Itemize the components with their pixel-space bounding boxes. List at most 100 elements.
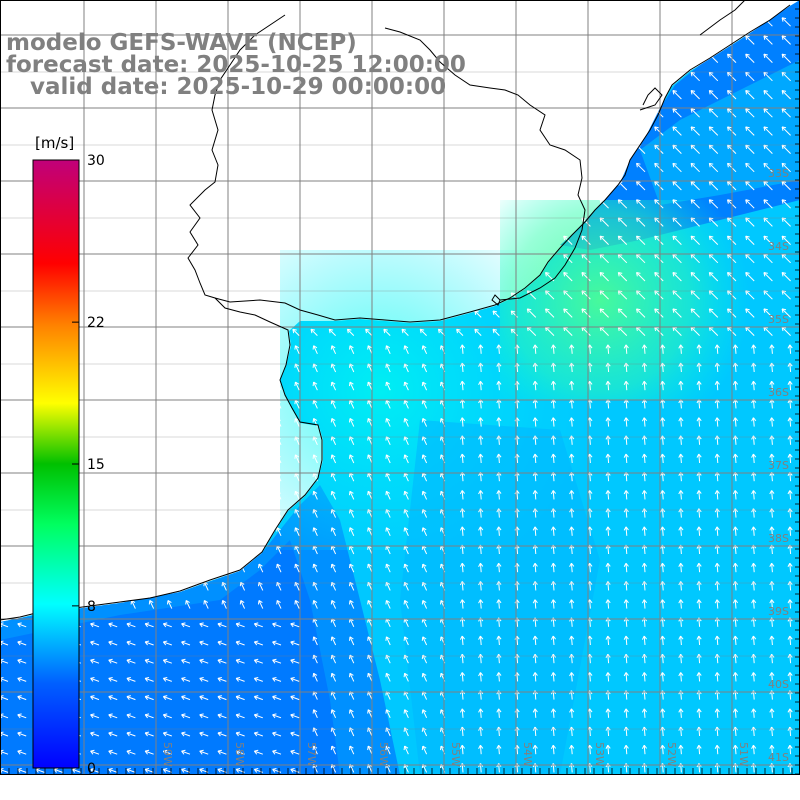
- wind-arrow: [751, 526, 757, 536]
- wind-arrow: [496, 435, 502, 445]
- wind-arrow: [672, 144, 682, 154]
- wind-arrow: [569, 344, 575, 354]
- wind-arrow: [563, 235, 573, 245]
- wind-arrow: [348, 454, 355, 464]
- wind-arrow: [403, 709, 409, 719]
- wind-arrow: [708, 162, 719, 173]
- wind-arrow: [290, 676, 300, 682]
- wind-arrow: [569, 744, 575, 755]
- wind-arrow: [599, 308, 609, 318]
- wind-arrow: [690, 126, 700, 136]
- wind-arrow: [385, 600, 391, 609]
- longitude-label: 56W: [377, 742, 390, 767]
- wind-arrow: [550, 417, 557, 427]
- wind-arrow: [108, 695, 118, 701]
- coastline: [0, 0, 791, 621]
- wind-arrow: [348, 636, 355, 646]
- wind-arrow: [330, 454, 337, 464]
- wind-arrow: [714, 380, 720, 391]
- wind-arrow: [763, 53, 773, 63]
- wind-arrow: [605, 380, 611, 391]
- wind-arrow: [714, 344, 720, 354]
- latitude-label: 37S: [768, 459, 789, 472]
- wind-arrow: [550, 490, 557, 500]
- wind-arrow: [510, 310, 518, 318]
- wind-arrow: [367, 709, 373, 719]
- wind-arrow: [623, 417, 629, 427]
- wind-arrow: [745, 126, 755, 136]
- wind-arrow: [781, 53, 791, 63]
- wind-arrow: [403, 345, 409, 355]
- wind-arrow: [403, 381, 409, 391]
- wind-arrow: [478, 435, 484, 445]
- wind-arrow: [292, 328, 300, 336]
- wind-arrow: [144, 695, 154, 701]
- wind-arrow: [312, 381, 318, 391]
- wind-arrow: [235, 640, 245, 646]
- longitude-label: 53W: [593, 742, 606, 767]
- wind-arrow: [199, 640, 209, 646]
- coastline-uruguay-inner: [384, 27, 586, 301]
- wind-arrow: [696, 562, 702, 573]
- wind-arrow: [421, 527, 428, 537]
- wind-arrow: [745, 53, 755, 63]
- wind-arrow: [641, 380, 648, 391]
- wind-arrow: [769, 380, 775, 391]
- wind-arrow: [781, 272, 791, 282]
- wind-arrow: [276, 399, 282, 409]
- wind-arrow: [605, 708, 611, 718]
- wind-arrow: [781, 181, 791, 191]
- wind-arrow: [745, 144, 755, 154]
- longitude-label: 58W: [233, 742, 246, 767]
- wind-arrow: [478, 526, 484, 536]
- wind-arrow: [690, 71, 700, 82]
- wind-arrow: [478, 744, 484, 755]
- longitude-label: 51W: [737, 742, 750, 767]
- wind-arrow: [181, 767, 191, 773]
- wind-arrow: [312, 345, 318, 355]
- wind-arrow: [708, 108, 719, 118]
- wind-arrow: [459, 362, 466, 373]
- wind-arrow: [496, 708, 502, 718]
- wind-arrow: [569, 708, 575, 718]
- wind-arrow: [17, 749, 27, 755]
- wind-arrow: [459, 435, 466, 445]
- latitude-label: 39S: [768, 605, 789, 618]
- wind-arrow: [532, 744, 538, 755]
- wind-arrow: [532, 435, 538, 445]
- wind-arrow: [745, 162, 755, 173]
- wind-arrow: [203, 600, 209, 609]
- wind-arrow: [496, 344, 502, 354]
- wind-arrow: [605, 362, 611, 373]
- wind-arrow: [660, 417, 666, 427]
- wind-arrow: [696, 672, 702, 682]
- wind-arrow: [348, 563, 355, 573]
- wind-arrow: [672, 162, 682, 173]
- wind-arrow: [478, 562, 484, 573]
- wind-arrow: [605, 344, 611, 354]
- wind-arrow: [787, 362, 793, 373]
- wind-arrow: [492, 328, 500, 336]
- wind-arrow: [162, 622, 172, 628]
- wind-arrow: [496, 744, 502, 755]
- wind-arrow: [714, 417, 720, 427]
- wind-arrow: [478, 672, 484, 682]
- wind-arrow: [312, 527, 318, 537]
- wind-arrow: [678, 380, 684, 391]
- wind-arrow: [330, 672, 337, 682]
- wind-arrow: [199, 695, 209, 701]
- wind-arrow: [623, 672, 629, 682]
- wind-arrow: [605, 417, 611, 427]
- wind-arrow: [678, 362, 684, 373]
- wind-arrow: [678, 599, 684, 609]
- wind-arrow: [769, 490, 775, 500]
- wind-arrow: [732, 526, 739, 536]
- wind-arrow: [714, 708, 720, 718]
- wind-arrow: [763, 71, 773, 82]
- wind-arrow: [532, 417, 538, 427]
- wind-arrow: [459, 453, 466, 464]
- wind-arrow: [367, 672, 373, 682]
- wind-arrow: [510, 328, 518, 336]
- wind-arrow: [654, 162, 664, 173]
- wind-arrow: [708, 53, 719, 63]
